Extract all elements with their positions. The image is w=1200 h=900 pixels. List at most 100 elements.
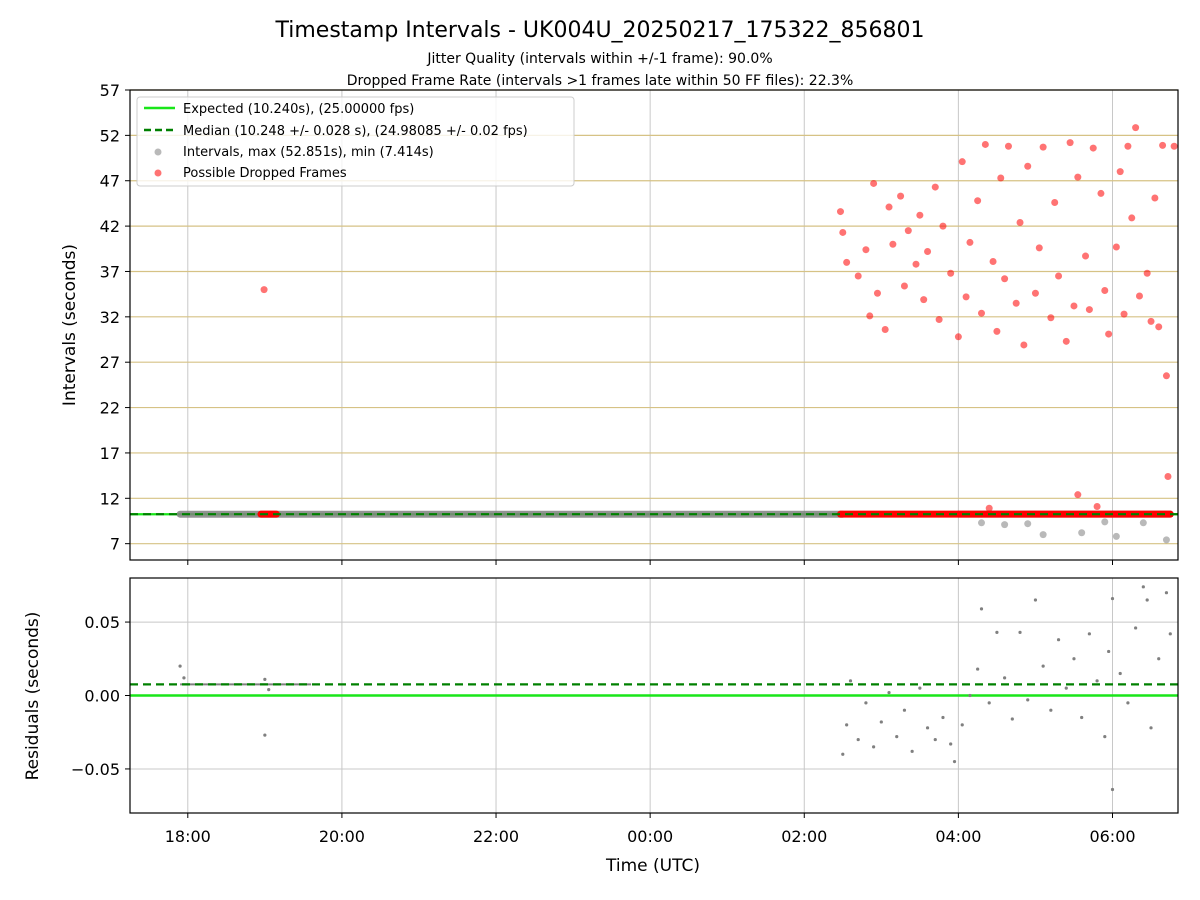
dropped-point xyxy=(958,158,966,166)
residual-point xyxy=(1110,787,1115,792)
dropped-point xyxy=(931,183,939,191)
x-tick-label: 20:00 xyxy=(319,827,365,846)
bottom-x-ticks: 18:00 20:00 22:00 00:00 02:00 04:00 06:00 xyxy=(165,813,1136,846)
legend-intervals-label: Intervals, max (52.851s), min (7.414s) xyxy=(183,145,434,160)
dropped-point xyxy=(1085,306,1093,314)
top-y-tick-label: 22 xyxy=(100,399,120,418)
dropped-point xyxy=(889,240,897,248)
dropped-point xyxy=(866,312,874,320)
interval-point xyxy=(1001,521,1009,529)
residual-point xyxy=(976,667,980,671)
dropped-point xyxy=(1024,162,1032,170)
residual-point xyxy=(1087,632,1091,636)
residual-point xyxy=(841,752,845,756)
top-axes-frame xyxy=(129,89,1179,561)
residual-point xyxy=(263,733,267,737)
residual-point xyxy=(941,715,945,720)
dropped-point xyxy=(1143,269,1151,277)
bottom-y-axis-label: Residuals (seconds) xyxy=(23,612,43,781)
dropped-point xyxy=(1031,289,1039,297)
residual-point xyxy=(1118,671,1122,676)
residual-point xyxy=(952,759,957,764)
residual-point xyxy=(995,630,999,634)
dropped-point xyxy=(1047,314,1055,322)
dropped-point xyxy=(900,282,908,290)
dropped-point xyxy=(1082,252,1090,260)
residual-point xyxy=(1107,649,1111,654)
residual-point xyxy=(182,676,186,680)
chart-subtitle-dropped: Dropped Frame Rate (intervals >1 frames … xyxy=(347,73,854,89)
legend-median-label: Median (10.248 +/- 0.028 s), (24.98085 +… xyxy=(183,124,528,139)
top-y-axis-label: Intervals (seconds) xyxy=(60,244,80,406)
bottom-y-tick-label: 0.00 xyxy=(84,687,120,706)
dropped-point xyxy=(1170,142,1178,150)
x-tick-label: 04:00 xyxy=(935,827,981,846)
top-x-ticks xyxy=(187,560,1113,565)
residual-point xyxy=(960,723,964,727)
dropped-point xyxy=(839,228,847,236)
dropped-point xyxy=(997,174,1005,182)
dropped-point xyxy=(1101,287,1109,295)
x-tick-label: 22:00 xyxy=(473,827,519,846)
dropped-point xyxy=(954,333,962,341)
dropped-point xyxy=(962,293,970,301)
dropped-point xyxy=(260,286,268,294)
residual-point xyxy=(1134,626,1138,630)
residual-point xyxy=(1033,598,1038,602)
dropped-point xyxy=(1132,124,1140,132)
residual-point xyxy=(263,677,267,681)
x-tick-label: 18:00 xyxy=(165,827,211,846)
bottom-y-ticks: −0.05 0.00 0.05 xyxy=(71,613,130,779)
dropped-point xyxy=(916,211,924,219)
residuals-panel: −0.05 0.00 0.05 18:00 20:00 22:00 00:00 02:00 0… xyxy=(23,577,1179,876)
dropped-point xyxy=(947,269,955,277)
dropped-point xyxy=(1164,473,1172,481)
dropped-point xyxy=(1147,317,1155,325)
dropped-point xyxy=(1112,243,1120,251)
residual-point xyxy=(848,679,853,683)
residual-point xyxy=(887,690,891,695)
x-tick-label: 02:00 xyxy=(781,827,827,846)
residual-point xyxy=(1049,708,1053,712)
dropped-point xyxy=(885,203,893,211)
dropped-point xyxy=(1012,299,1020,307)
dropped-point xyxy=(1074,491,1082,499)
residual-point xyxy=(1110,596,1115,601)
dropped-point xyxy=(843,258,851,266)
dropped-point xyxy=(1001,275,1009,283)
residual-point xyxy=(879,720,883,724)
dropped-point xyxy=(1151,194,1159,202)
residual-point xyxy=(1157,657,1161,661)
residual-point xyxy=(1072,657,1076,661)
dropped-point xyxy=(1089,144,1097,152)
top-data-marks xyxy=(130,124,1178,544)
residual-point xyxy=(856,737,860,742)
legend-expected-label: Expected (10.240s), (25.00000 fps) xyxy=(183,102,414,117)
legend-frame xyxy=(136,96,575,187)
residual-point xyxy=(933,737,937,742)
dropped-point xyxy=(912,260,920,268)
interval-point xyxy=(1162,536,1170,544)
dropped-point xyxy=(1070,302,1078,310)
dropped-point xyxy=(939,222,947,230)
dropped-point xyxy=(1135,292,1143,300)
residual-point xyxy=(1145,598,1149,602)
residual-point xyxy=(864,701,868,705)
top-y-tick-label: 57 xyxy=(100,81,120,100)
residual-point xyxy=(178,664,182,668)
dropped-point xyxy=(985,504,993,512)
residual-point xyxy=(949,742,953,746)
top-y-tick-label: 47 xyxy=(100,172,120,191)
interval-point xyxy=(1078,529,1086,537)
dropped-point xyxy=(920,296,928,304)
dropped-point xyxy=(1039,143,1047,151)
dropped-point xyxy=(1020,341,1028,349)
legend-dropped-label: Possible Dropped Frames xyxy=(183,166,347,181)
residual-point xyxy=(1064,686,1068,690)
residual-point xyxy=(910,749,914,753)
dropped-point xyxy=(966,238,974,246)
dropped-point xyxy=(897,192,905,200)
residual-point xyxy=(902,708,907,712)
top-y-tick-label: 52 xyxy=(100,126,120,145)
